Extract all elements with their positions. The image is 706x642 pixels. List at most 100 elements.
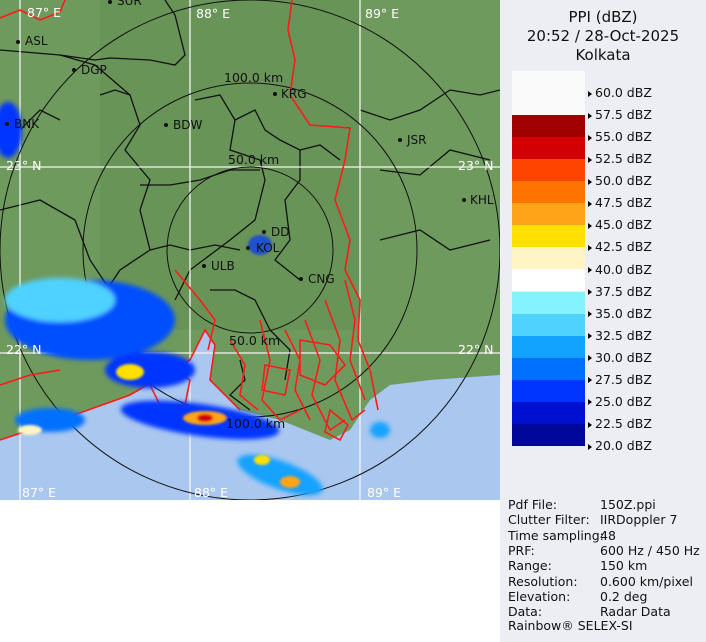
scale-label: 60.0 dBZ [588, 86, 652, 100]
pointer-icon [588, 178, 592, 185]
ring-label-100-top: 100.0 km [224, 70, 283, 85]
scale-label: 25.0 dBZ [588, 393, 652, 409]
ring-label-100-bottom: 100.0 km [226, 416, 285, 431]
lat-label-right-23: 23° N [458, 158, 493, 173]
info-row: Time sampling:48 [508, 528, 616, 543]
color-band [512, 313, 585, 336]
color-band [512, 247, 585, 270]
pointer-icon [588, 156, 592, 163]
scale-label: 32.5 dBZ [588, 328, 652, 343]
lat-label-left-22: 22° N [6, 342, 41, 357]
pointer-icon [588, 267, 592, 274]
lon-label-bottom-88: 88° E [194, 485, 228, 500]
info-value: 600 Hz / 450 Hz [600, 542, 700, 558]
info-key: Data: [508, 604, 543, 620]
scale-label-text: 52.5 dBZ [595, 151, 652, 167]
pointer-icon [588, 377, 592, 384]
color-band [512, 159, 585, 182]
grid-labels: 87° E 88° E 89° E 87° E 88° E 89° E 23° … [6, 5, 493, 500]
color-band [512, 137, 585, 160]
legend-panel: PPI (dBZ) 20:52 / 28-Oct-2025 Kolkata 60… [500, 0, 706, 642]
scale-label: 57.5 dBZ [588, 108, 652, 122]
scale-label-text: 45.0 dBZ [595, 217, 652, 233]
scale-label-text: 40.0 dBZ [595, 261, 652, 277]
pointer-icon [588, 443, 592, 450]
scale-label: 35.0 dBZ [588, 305, 652, 321]
info-value: IIRDoppler 7 [600, 512, 678, 528]
scale-label: 22.5 dBZ [588, 417, 652, 431]
scale-label-text: 37.5 dBZ [595, 283, 652, 299]
lon-label-top-88: 88° E [196, 6, 230, 21]
scale-label-text: 42.5 dBZ [595, 239, 652, 255]
district-boundaries [0, 0, 500, 411]
info-key: Range: [508, 558, 552, 574]
vendor-footer: Rainbow® SELEX-SI [508, 618, 633, 633]
lat-label-right-22: 22° N [458, 342, 493, 357]
info-value: 48 [600, 527, 616, 543]
place-asl: ASL [25, 34, 48, 48]
lon-label-bottom-89: 89° E [367, 485, 401, 500]
scale-label: 47.5 dBZ [588, 196, 652, 210]
info-row: Pdf File: 150Z.ppi [508, 497, 656, 512]
color-band [512, 401, 585, 424]
place-ulb: ULB [211, 259, 235, 273]
radar-map: SUR ASL DGP BNK BDW KRG JSR KHL DD KOL U… [0, 0, 500, 500]
info-key: PRF: [508, 542, 535, 558]
color-band [512, 203, 585, 226]
product-title: PPI (dBZ) [568, 8, 638, 26]
info-row: Elevation: 0.2 deg [508, 589, 647, 604]
pointer-icon [588, 355, 592, 362]
ring-label-50-bottom: 50.0 km [229, 333, 280, 348]
range-ring-labels: 50.0 km 100.0 km 50.0 km 100.0 km [224, 70, 285, 431]
station-name: Kolkata [575, 46, 631, 64]
scale-label: 40.0 dBZ [588, 261, 652, 277]
info-key: Clutter Filter: [508, 512, 590, 528]
place-markers [5, 0, 466, 281]
info-value: Radar Data [600, 604, 671, 620]
pointer-icon [588, 112, 592, 119]
info-key: Time sampling: [508, 527, 604, 543]
place-khl: KHL [470, 193, 494, 207]
color-band [512, 225, 585, 248]
scale-label-text: 60.0 dBZ [595, 85, 652, 100]
info-key: Elevation: [508, 588, 571, 604]
pointer-icon [588, 222, 592, 229]
pointer-icon [588, 333, 592, 340]
info-row: PRF: 600 Hz / 450 Hz [508, 543, 700, 558]
pointer-icon [588, 289, 592, 296]
scale-label-text: 57.5 dBZ [595, 107, 652, 123]
info-key: Pdf File: [508, 497, 557, 512]
info-row: Range: 150 km [508, 558, 647, 573]
scale-label: 27.5 dBZ [588, 372, 652, 387]
scale-label: 52.5 dBZ [588, 152, 652, 166]
info-value: 0.2 deg [600, 588, 648, 604]
info-value: 150 km [600, 558, 648, 574]
scale-label-text: 35.0 dBZ [595, 305, 652, 321]
place-dgp: DGP [81, 63, 107, 77]
info-value: 0.600 km/pixel [600, 573, 693, 589]
scale-label: 37.5 dBZ [588, 283, 652, 299]
info-key: Resolution: [508, 573, 578, 589]
scale-label: 42.5 dBZ [588, 240, 652, 254]
color-band [512, 379, 585, 402]
international-border-and-coast [0, 0, 379, 442]
lat-label-left-23: 23° N [6, 158, 41, 173]
color-band [512, 423, 585, 446]
pointer-icon [588, 244, 592, 251]
pointer-icon [588, 134, 592, 141]
place-jsr: JSR [406, 133, 427, 147]
color-band [512, 335, 585, 358]
pointer-icon [588, 200, 592, 207]
info-value: 150Z.ppi [600, 497, 656, 512]
scale-label: 50.0 dBZ [588, 174, 652, 188]
info-row: Data: Radar Data [508, 604, 671, 619]
color-band [512, 269, 585, 292]
place-bdw: BDW [173, 118, 202, 132]
info-row: Clutter Filter: IIRDoppler 7 [508, 512, 677, 527]
pointer-icon [588, 311, 592, 318]
place-sur: SUR [117, 0, 142, 8]
scale-label: 45.0 dBZ [588, 218, 652, 232]
color-scale-top-blank [512, 71, 585, 115]
scale-label-text: 30.0 dBZ [595, 349, 652, 365]
scale-label-text: 25.0 dBZ [595, 393, 652, 409]
